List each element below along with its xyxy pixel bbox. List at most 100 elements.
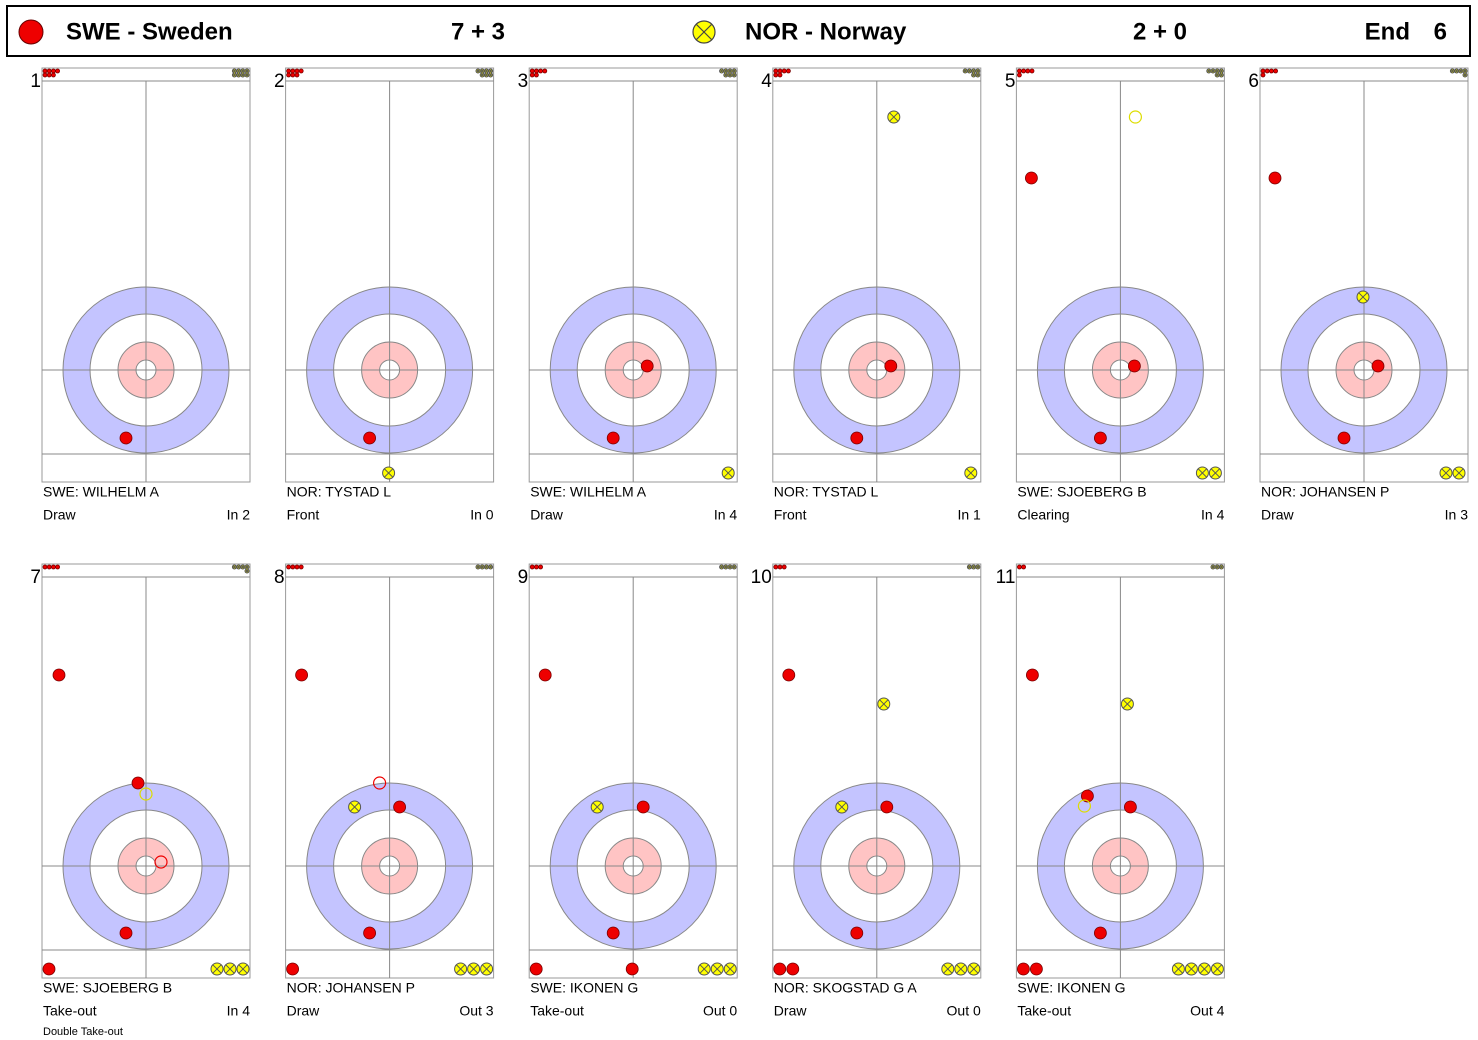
player: SWE: IKONEN G	[1017, 980, 1125, 996]
red-stone	[1026, 668, 1039, 682]
red-stone	[119, 431, 133, 445]
score1: 7 + 3	[451, 18, 505, 45]
red-stone	[298, 68, 304, 74]
shot-result: Out 0	[947, 1003, 981, 1019]
yellow-stone-cross	[1215, 565, 1219, 569]
shot-number: 6	[1248, 71, 1259, 92]
red-stone	[1094, 926, 1107, 940]
yellow-stone-cross	[725, 964, 735, 974]
red-stone	[538, 564, 543, 570]
yellow-stone-cross	[963, 69, 967, 73]
shot-number: 1	[30, 71, 41, 92]
shot-panel: 3 SWE: WILHELM A Draw In 4	[518, 67, 738, 523]
red-stone	[1017, 962, 1030, 976]
red-stone	[46, 564, 52, 570]
red-stone	[363, 926, 377, 940]
yellow-stone-cross	[232, 73, 237, 77]
yellow-stone-cross	[1219, 565, 1224, 569]
red-stone	[781, 564, 787, 570]
red-stone	[529, 564, 535, 570]
red-stone	[286, 564, 292, 570]
yellow-stone-cross	[350, 802, 360, 812]
yellow-stone-cross	[245, 565, 249, 569]
red-stone	[295, 668, 309, 682]
red-stone	[1264, 68, 1270, 74]
yellow-stone-cross	[1186, 964, 1196, 974]
yellow-stone-cross	[976, 69, 980, 73]
red-stone	[773, 68, 779, 74]
shot-number: 4	[761, 71, 772, 92]
player: SWE: SJOEBERG B	[1017, 484, 1146, 500]
yellow-stone-cross	[724, 73, 728, 77]
yellow-stone-cross	[724, 69, 728, 73]
yellow-stone-cross	[728, 73, 732, 77]
red-stone	[1025, 171, 1038, 185]
yellow-stone-cross	[241, 69, 245, 73]
yellow-stone-cross	[967, 69, 972, 73]
red-stone	[42, 564, 48, 570]
header-box	[6, 5, 1471, 57]
shot-number: 3	[518, 71, 529, 92]
shot-type: Draw	[774, 1003, 808, 1019]
red-stone	[1021, 68, 1026, 74]
yellow-stone-cross	[1454, 69, 1459, 73]
shot-type: Draw	[530, 507, 564, 523]
shot-number: 8	[274, 567, 285, 588]
shot-type: Front	[774, 507, 807, 523]
end-label: End	[1365, 18, 1410, 45]
red-stone	[777, 72, 783, 78]
red-stone	[363, 431, 377, 445]
shot-panel: 11 SWE: IKONEN G Take-out Out 4	[996, 563, 1225, 1019]
yellow-stone-cross	[1122, 699, 1132, 709]
yellow-stone-cross	[225, 964, 235, 974]
yellow-stone-cross	[238, 964, 248, 974]
shot-result: In 1	[957, 507, 981, 523]
shot-number: 7	[30, 567, 41, 588]
shot-type: Draw	[287, 1003, 321, 1019]
yellow-stone-cross	[488, 73, 493, 77]
yellow-stone-cross	[712, 964, 722, 974]
yellow-stone-cross	[719, 565, 724, 569]
red-stone	[625, 962, 639, 976]
red-stone	[1081, 789, 1094, 803]
yellow-stone-cross	[1199, 964, 1209, 974]
yellow-stone-cross	[488, 69, 493, 73]
yellow-stone-cross	[476, 565, 480, 569]
end-number: 6	[1434, 18, 1447, 45]
red-stone	[781, 68, 787, 74]
shot-result: In 4	[1201, 507, 1225, 523]
yellow-stone-cross	[1215, 73, 1219, 77]
red-stone	[880, 800, 894, 814]
red-stone	[1371, 359, 1385, 373]
yellow-stone-cross	[241, 73, 245, 77]
red-stone	[294, 564, 300, 570]
yellow-stone-cross	[484, 565, 489, 569]
red-stone	[51, 564, 56, 570]
yellow-stone-cross	[1463, 69, 1467, 73]
shot-result: In 2	[227, 507, 251, 523]
yellow-stone-cross	[484, 69, 489, 73]
yellow-stone-cross	[699, 964, 709, 974]
shot-panel: 1 SWE: WILHELM A Draw In 2	[30, 67, 251, 523]
red-stone	[46, 68, 52, 74]
shot-type: Front	[287, 507, 320, 523]
yellow-stone-cross	[1450, 69, 1455, 73]
yellow-stone-cross	[969, 964, 979, 974]
red-stone	[42, 962, 56, 976]
shot-panel: 4 NOR: TYSTAD L Front In 1	[761, 67, 982, 523]
red-stone	[1260, 68, 1266, 74]
red-stone	[1017, 72, 1022, 78]
shot-result: Out 3	[459, 1003, 493, 1019]
yellow-stone-cross	[469, 964, 479, 974]
red-stone	[538, 668, 552, 682]
yellow-stone-cross	[1358, 292, 1368, 302]
yellow-stone-cross	[967, 565, 972, 569]
red-stone-icon	[18, 19, 44, 45]
yellow-stone-cross	[232, 565, 237, 569]
red-stone	[606, 431, 620, 445]
shot-panel: 6 NOR: JOHANSEN P Draw In 3	[1248, 67, 1469, 523]
ghost-stone	[154, 855, 168, 869]
red-stone	[1273, 68, 1278, 74]
red-stone	[42, 72, 48, 78]
shot-type: Take-out	[1017, 1003, 1071, 1019]
